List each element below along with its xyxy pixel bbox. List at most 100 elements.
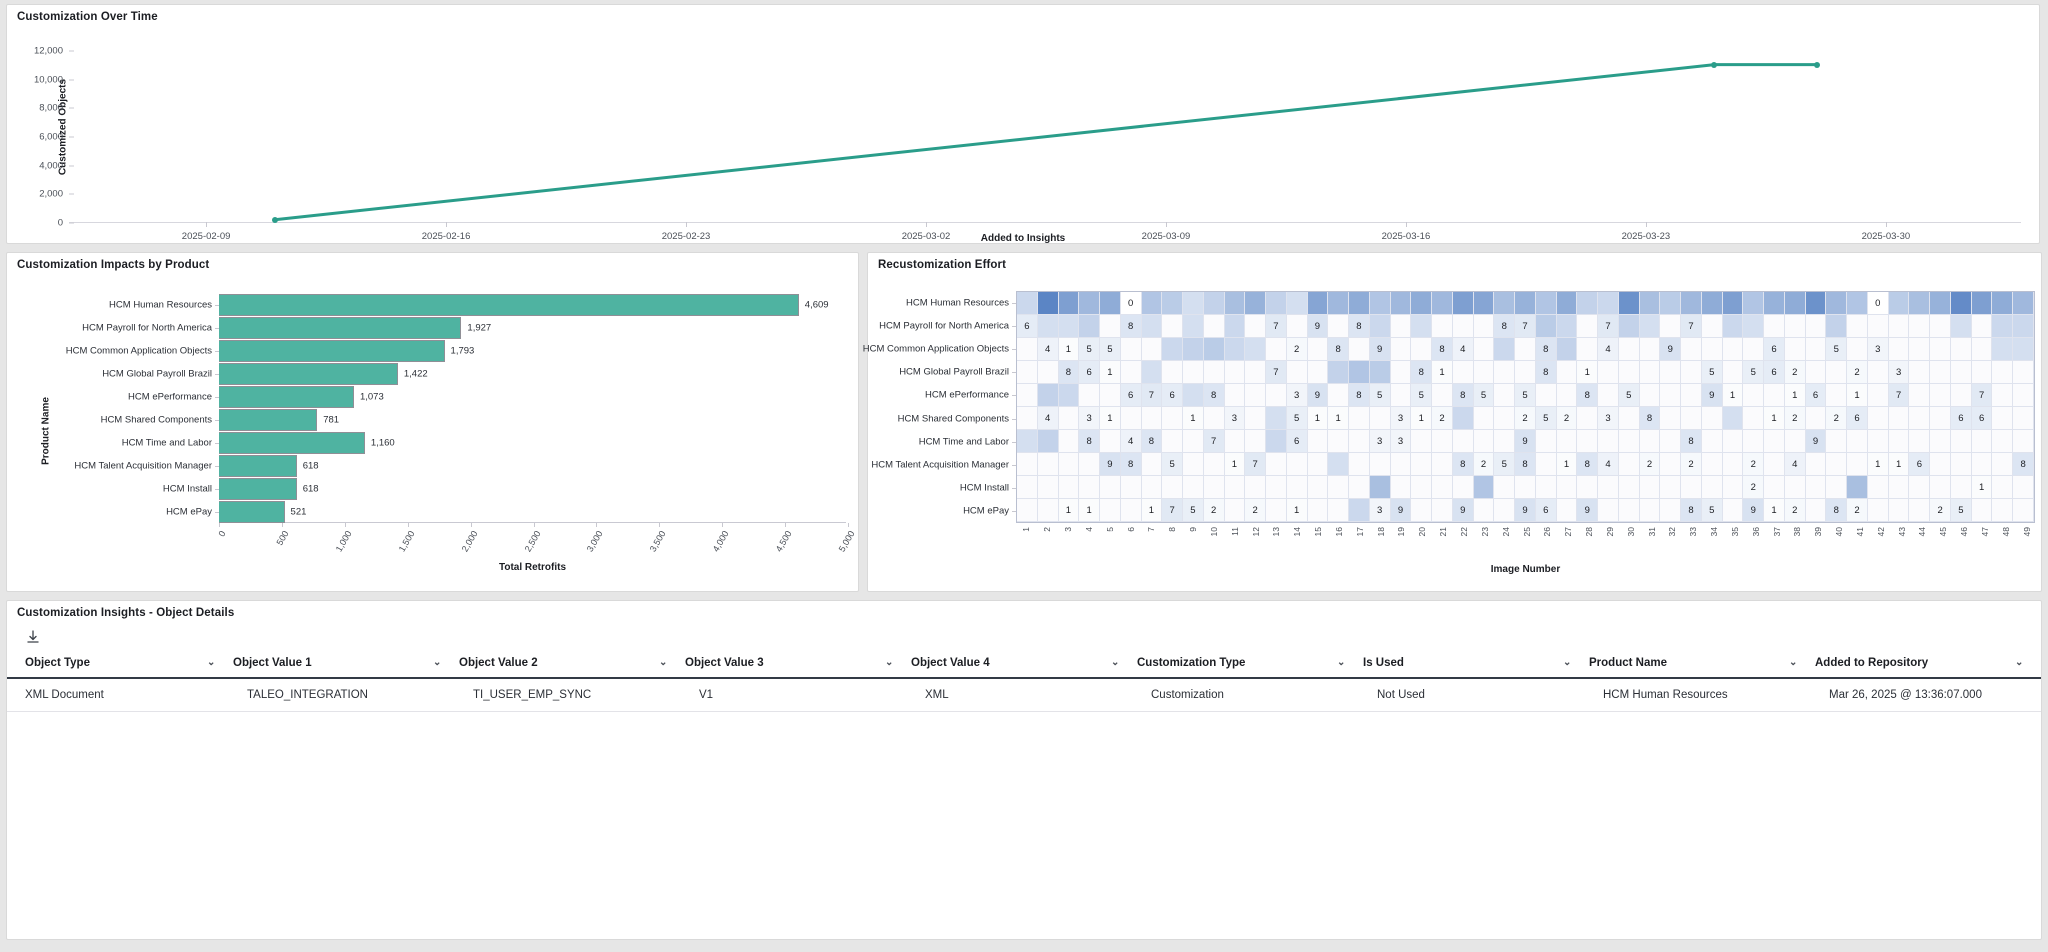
heatmap-cell[interactable]: 1 — [1286, 499, 1308, 522]
heatmap-cell[interactable] — [1639, 384, 1661, 407]
heatmap-cell[interactable] — [1058, 430, 1080, 453]
heatmap-cell[interactable]: 3 — [1369, 430, 1391, 453]
heatmap-cell[interactable] — [1494, 476, 1516, 499]
heatmap-cell[interactable] — [1971, 292, 1993, 315]
heatmap-cell[interactable] — [1909, 361, 1931, 384]
heatmap-cell[interactable] — [1598, 361, 1619, 384]
heatmap-cell[interactable] — [1307, 453, 1329, 476]
heatmap-cell[interactable] — [1971, 361, 1993, 384]
heatmap-cell[interactable] — [1722, 476, 1744, 499]
heatmap-cell[interactable]: 2 — [1556, 407, 1578, 430]
heatmap-cell[interactable] — [1639, 338, 1661, 361]
heatmap-cell[interactable] — [1888, 430, 1910, 453]
heatmap-cell[interactable] — [1328, 384, 1350, 407]
heatmap-cell[interactable]: 2 — [1245, 499, 1267, 522]
heatmap-cell[interactable] — [1950, 384, 1972, 407]
heatmap-cell[interactable]: 5 — [1494, 453, 1516, 476]
heatmap-cell[interactable] — [1909, 292, 1931, 315]
heatmap-cell[interactable] — [1390, 453, 1412, 476]
heatmap-cell[interactable] — [1805, 338, 1827, 361]
heatmap-cell[interactable] — [1681, 384, 1702, 407]
heatmap-cell[interactable] — [1473, 476, 1495, 499]
bar-chart-bar[interactable]: HCM Time and Labor 1,160 — [122, 431, 395, 454]
heatmap-cell[interactable] — [1494, 499, 1516, 522]
heatmap-cell[interactable] — [1120, 476, 1142, 499]
chevron-down-icon[interactable]: ⌄ — [1337, 657, 1346, 668]
heatmap-cell[interactable]: 0 — [1120, 292, 1142, 315]
heatmap-cell[interactable] — [1307, 338, 1329, 361]
heatmap-cell[interactable] — [1017, 499, 1038, 522]
heatmap-cell[interactable] — [1037, 499, 1059, 522]
heatmap-cell[interactable]: 6 — [1535, 499, 1557, 522]
heatmap-cell[interactable] — [1100, 499, 1121, 522]
heatmap-cell[interactable]: 1 — [1058, 499, 1080, 522]
heatmap-cell[interactable] — [1349, 292, 1370, 315]
heatmap-cell[interactable] — [1245, 338, 1267, 361]
heatmap-cell[interactable] — [1328, 453, 1350, 476]
heatmap-cell[interactable] — [1535, 292, 1557, 315]
heatmap-cell[interactable]: 3 — [1390, 407, 1412, 430]
table-column-header[interactable]: Object Value 2 ⌄ — [459, 651, 685, 679]
heatmap-cell[interactable] — [1950, 315, 1972, 338]
heatmap-cell[interactable] — [1784, 315, 1806, 338]
heatmap-cell[interactable] — [1909, 499, 1931, 522]
heatmap-cell[interactable] — [1950, 430, 1972, 453]
heatmap-cell[interactable]: 5 — [1950, 499, 1972, 522]
heatmap-cell[interactable] — [1867, 430, 1889, 453]
heatmap-cell[interactable] — [1328, 361, 1350, 384]
heatmap-cell[interactable] — [1390, 292, 1412, 315]
heatmap-cell[interactable] — [1764, 430, 1785, 453]
heatmap-cell[interactable] — [1037, 476, 1059, 499]
heatmap-cell[interactable] — [1847, 453, 1868, 476]
heatmap-cell[interactable]: 3 — [1224, 407, 1246, 430]
heatmap-cell[interactable]: 1 — [1764, 407, 1785, 430]
heatmap-cell[interactable]: 5 — [1183, 499, 1204, 522]
heatmap-cell[interactable] — [1639, 476, 1661, 499]
heatmap-cell[interactable] — [1224, 315, 1246, 338]
heatmap-cell[interactable] — [1764, 453, 1785, 476]
heatmap-cell[interactable] — [1307, 292, 1329, 315]
heatmap-cell[interactable] — [2013, 499, 2034, 522]
heatmap-cell[interactable] — [1556, 499, 1578, 522]
heatmap-cell[interactable] — [1494, 338, 1516, 361]
bar-rect[interactable] — [219, 431, 365, 454]
heatmap-cell[interactable]: 7 — [1162, 499, 1184, 522]
chevron-down-icon[interactable]: ⌄ — [1111, 657, 1120, 668]
heatmap-cell[interactable] — [1224, 292, 1246, 315]
bar-chart-bar[interactable]: HCM Human Resources 4,609 — [109, 293, 829, 316]
heatmap-cell[interactable] — [1971, 499, 1993, 522]
heatmap-cell[interactable] — [1992, 361, 2014, 384]
heatmap-cell[interactable] — [1930, 430, 1951, 453]
heatmap-cell[interactable] — [1203, 476, 1225, 499]
heatmap-cell[interactable] — [1950, 453, 1972, 476]
heatmap-cell[interactable] — [1266, 453, 1287, 476]
heatmap-cell[interactable] — [1826, 476, 1848, 499]
heatmap-cell[interactable] — [1266, 384, 1287, 407]
heatmap-cell[interactable]: 5 — [1286, 407, 1308, 430]
heatmap-cell[interactable] — [1743, 384, 1765, 407]
heatmap-cell[interactable] — [1162, 292, 1184, 315]
heatmap-cell[interactable]: 9 — [1660, 338, 1682, 361]
heatmap-cell[interactable]: 5 — [1411, 384, 1433, 407]
heatmap-cell[interactable]: 2 — [1286, 338, 1308, 361]
heatmap-cell[interactable] — [1473, 361, 1495, 384]
heatmap-cell[interactable] — [1660, 476, 1682, 499]
heatmap-cell[interactable] — [1556, 292, 1578, 315]
heatmap-cell[interactable] — [1100, 476, 1121, 499]
heatmap-cell[interactable] — [1307, 499, 1329, 522]
heatmap-cell[interactable] — [1203, 361, 1225, 384]
heatmap-cell[interactable] — [1639, 292, 1661, 315]
heatmap-cell[interactable] — [1411, 430, 1433, 453]
heatmap-cell[interactable] — [1681, 361, 1702, 384]
heatmap-cell[interactable] — [1867, 476, 1889, 499]
heatmap-cell[interactable] — [1017, 361, 1038, 384]
heatmap-cell[interactable] — [1411, 315, 1433, 338]
heatmap-cell[interactable] — [1183, 476, 1204, 499]
heatmap-cell[interactable]: 1 — [1867, 453, 1889, 476]
chevron-down-icon[interactable]: ⌄ — [1563, 657, 1572, 668]
heatmap-cell[interactable] — [1349, 453, 1370, 476]
heatmap-cell[interactable] — [1079, 384, 1101, 407]
heatmap-cell[interactable] — [1079, 292, 1101, 315]
heatmap-cell[interactable]: 7 — [1971, 384, 1993, 407]
heatmap-cell[interactable] — [1100, 384, 1121, 407]
